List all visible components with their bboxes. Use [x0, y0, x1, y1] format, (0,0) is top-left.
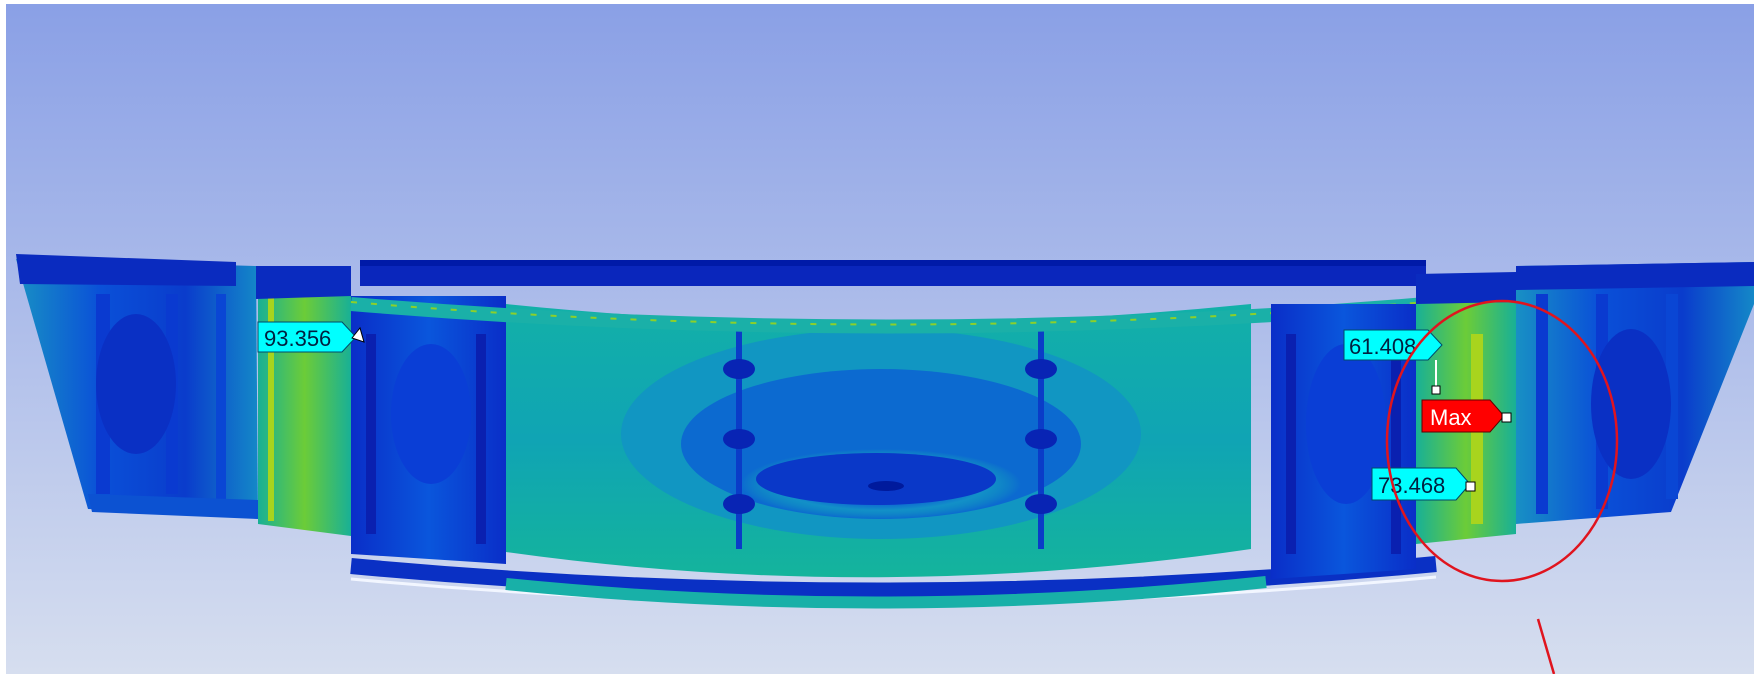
probe-value-3: 73.468 [1378, 473, 1445, 498]
right-end-panel [1516, 262, 1754, 524]
probe-value-2: 61.408 [1349, 334, 1416, 359]
model-view[interactable]: 93.356 61.408 Max 73.468 [6, 4, 1754, 674]
left-blue-block [351, 296, 506, 564]
left-side-section [256, 266, 351, 536]
annotation-pointer-line [1536, 618, 1556, 674]
left-end-panel [16, 254, 258, 519]
stress-contour-model[interactable] [16, 254, 1754, 609]
center-panel [506, 304, 1251, 578]
probe-label-max[interactable]: Max [1421, 399, 1512, 433]
probe-value-1: 93.356 [264, 326, 331, 351]
highlight-circle [1385, 299, 1619, 583]
probe-label-3[interactable]: 73.468 [1371, 467, 1476, 501]
probe-label-2[interactable]: 61.408 [1343, 329, 1443, 395]
graphics-viewport[interactable]: 93.356 61.408 Max 73.468 [6, 4, 1754, 674]
probe-value-max: Max [1430, 405, 1472, 430]
probe-label-1[interactable]: 93.356 [257, 321, 365, 353]
right-blue-block [1271, 304, 1416, 579]
top-flange [350, 260, 1427, 334]
